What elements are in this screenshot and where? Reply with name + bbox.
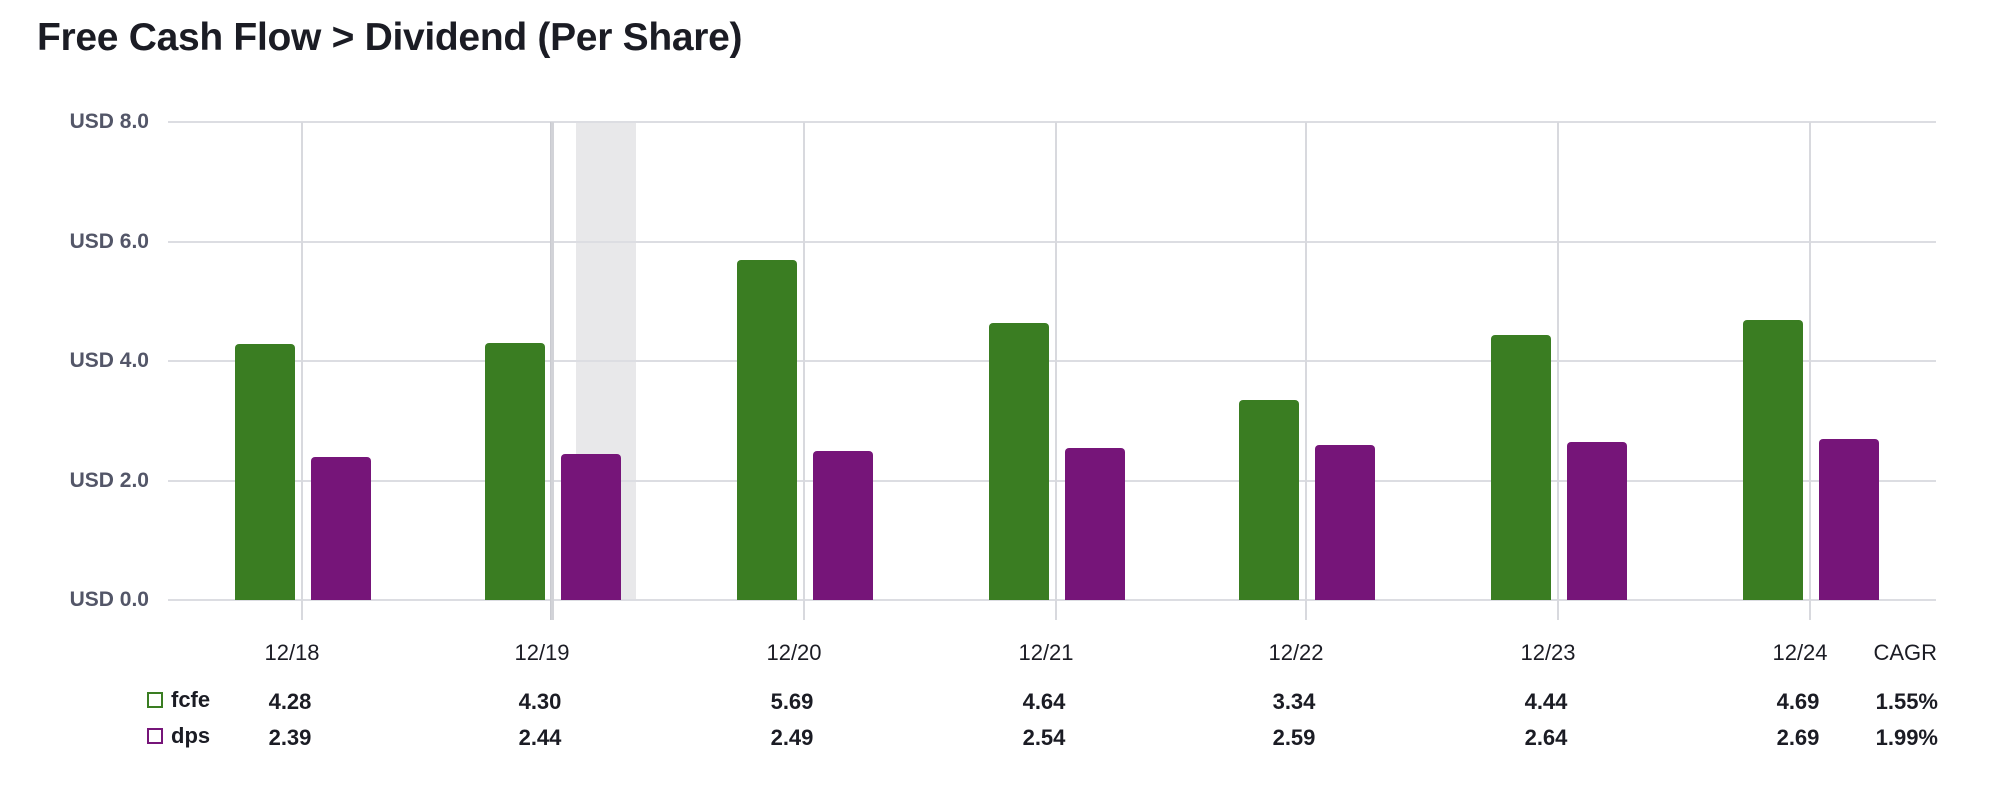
y-axis-label: USD 2.0 (69, 468, 149, 492)
category-tick-line (1809, 122, 1811, 620)
category-tick-line (550, 122, 554, 620)
table-cell-fcfe: 3.34 (1272, 689, 1316, 714)
table-cell-fcfe: 4.69 (1776, 689, 1820, 714)
table-cell-fcfe: 4.64 (1022, 689, 1066, 714)
y-axis-label: USD 0.0 (69, 588, 149, 611)
table-cell-dps: 2.39 (268, 725, 312, 750)
bar-dps-12-18[interactable] (311, 457, 371, 600)
chart-title: Free Cash Flow > Dividend (Per Share) (37, 16, 743, 59)
table-cell-dps: 2.59 (1272, 725, 1316, 750)
bar-dps-12-23[interactable] (1567, 442, 1627, 600)
legend-label: dps (171, 723, 211, 748)
bar-fcfe-12-18[interactable] (235, 344, 295, 600)
legend-swatch-icon (147, 728, 163, 744)
legend-swatch-icon (147, 692, 163, 708)
category-tick-line (301, 122, 303, 620)
category-tick-line (1055, 122, 1057, 620)
x-axis-label: 12/22 (1268, 640, 1324, 665)
bar-fcfe-12-22[interactable] (1239, 400, 1299, 600)
bar-chart: USD 0.0 USD 2.0 USD 4.0 USD 6.0 USD 8.0 (69, 110, 1936, 620)
bar-fcfe-12-21[interactable] (989, 322, 1049, 600)
bar-dps-12-24[interactable] (1819, 439, 1879, 600)
table-cell-fcfe: 4.30 (518, 689, 562, 714)
y-axis-label: USD 8.0 (69, 110, 149, 133)
x-axis-label: 12/19 (514, 640, 570, 665)
x-axis-label: 12/21 (1018, 640, 1074, 665)
bar-dps-12-19[interactable] (561, 454, 621, 600)
bar-dps-12-22[interactable] (1315, 445, 1375, 600)
table-cell-fcfe: 4.44 (1524, 689, 1568, 714)
x-axis-label: 12/24 (1772, 640, 1828, 665)
y-axis-label: USD 6.0 (69, 229, 149, 253)
y-axis-label: USD 4.0 (69, 349, 149, 372)
bar-fcfe-12-24[interactable] (1743, 319, 1803, 600)
gridline (168, 240, 1936, 243)
table-cell-fcfe: 4.28 (268, 689, 312, 714)
gridline (168, 479, 1936, 482)
bar-dps-12-20[interactable] (813, 451, 873, 600)
gridline (168, 121, 1936, 123)
category-tick-line (1305, 122, 1307, 620)
category-tick-line (803, 122, 805, 620)
table-cell-fcfe: 5.69 (770, 689, 814, 714)
cagr-value-dps: 1.99% (1875, 725, 1938, 750)
cagr-header: CAGR (1873, 640, 1937, 665)
cagr-value-fcfe: 1.55% (1875, 689, 1938, 714)
gridline (168, 599, 1936, 601)
legend-item-fcfe[interactable]: fcfe (147, 685, 210, 715)
legend-label: fcfe (171, 687, 211, 712)
table-cell-dps: 2.64 (1524, 725, 1568, 750)
gridline (168, 360, 1936, 362)
bar-fcfe-12-20[interactable] (737, 260, 797, 600)
table-cell-dps: 2.49 (770, 725, 814, 750)
bar-dps-12-21[interactable] (1065, 448, 1125, 600)
table-cell-dps: 2.44 (518, 725, 562, 750)
x-axis-label: 12/20 (766, 640, 822, 665)
bar-fcfe-12-19[interactable] (485, 343, 545, 600)
table-cell-dps: 2.69 (1776, 725, 1820, 750)
legend-item-dps[interactable]: dps (147, 721, 210, 751)
table-cell-dps: 2.54 (1022, 725, 1066, 750)
x-axis-label: 12/18 (264, 640, 320, 665)
category-tick-line (1557, 122, 1559, 620)
bar-fcfe-12-23[interactable] (1491, 334, 1551, 600)
x-axis-label: 12/23 (1520, 640, 1576, 665)
